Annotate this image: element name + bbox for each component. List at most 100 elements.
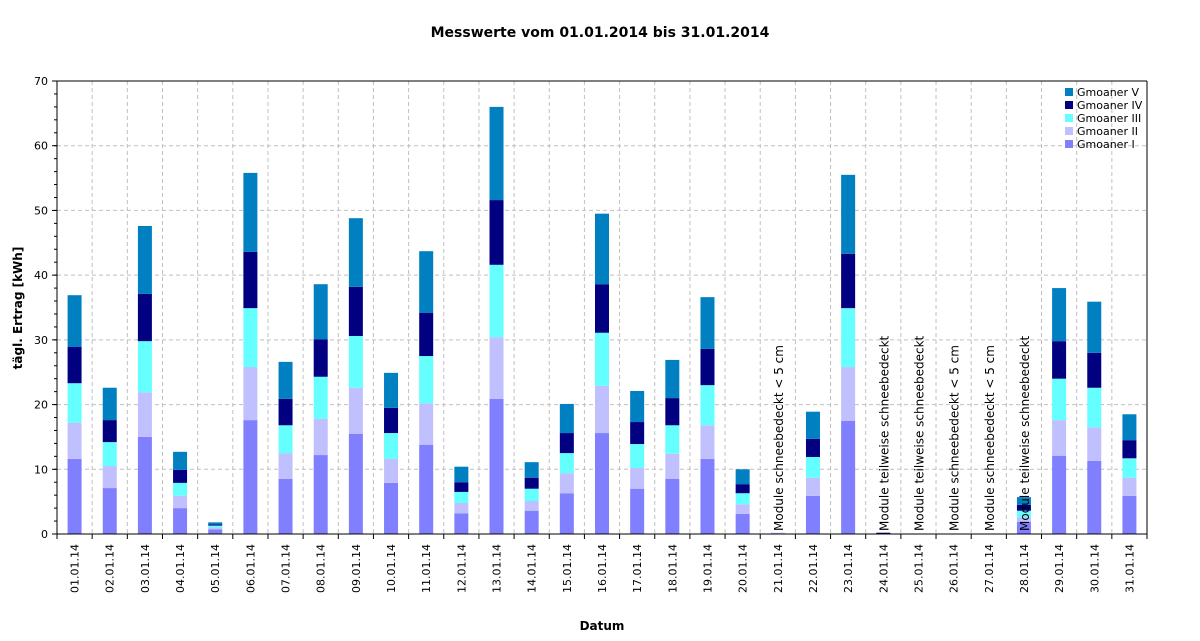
x-tick-label: 12.01.14 <box>455 544 468 593</box>
bar-segment-gmoaner-v <box>173 451 188 470</box>
bar-segment-gmoaner-i <box>1087 460 1102 534</box>
bar-segment-gmoaner-iii <box>559 453 574 474</box>
bar-segment-gmoaner-ii <box>348 387 363 434</box>
bar-segment-gmoaner-ii <box>700 425 715 459</box>
bar-segment-gmoaner-iv <box>559 433 574 454</box>
x-tick-label: 30.01.14 <box>1088 544 1101 593</box>
x-tick-label: 09.01.14 <box>350 544 363 593</box>
annotation-label: Module schneebedeckt < 5 cm <box>983 345 997 531</box>
bar-segment-gmoaner-ii <box>243 367 258 421</box>
bar-segment-gmoaner-iv <box>208 524 223 526</box>
bar-segment-gmoaner-iii <box>243 308 258 368</box>
bar-segment-gmoaner-iv <box>489 200 504 265</box>
y-tick-label: 50 <box>34 204 48 217</box>
chart-title: Messwerte vom 01.01.2014 bis 31.01.2014 <box>431 25 770 41</box>
bar-segment-gmoaner-v <box>665 359 680 399</box>
bar-segment-gmoaner-i <box>700 458 715 534</box>
annotation-label: Module teilweise schneebedeckt <box>912 335 926 531</box>
bar-segment-gmoaner-iv <box>665 398 680 426</box>
x-tick-label: 02.01.14 <box>104 544 117 593</box>
bar-segment-gmoaner-iv <box>876 532 891 534</box>
y-tick-label: 30 <box>34 334 48 347</box>
bar-segment-gmoaner-i <box>102 488 117 534</box>
bar-segment-gmoaner-iii <box>454 491 469 503</box>
bar-segment-gmoaner-v <box>278 361 293 399</box>
bar-segment-gmoaner-iv <box>700 348 715 386</box>
bar-segment-gmoaner-ii <box>841 367 856 421</box>
bar-segment-gmoaner-iv <box>1087 352 1102 388</box>
bar-segment-gmoaner-iii <box>278 425 293 454</box>
legend-swatch <box>1065 127 1073 135</box>
x-tick-label: 24.01.14 <box>877 544 890 593</box>
bar-segment-gmoaner-iv <box>102 420 117 443</box>
bar-segment-gmoaner-iii <box>1052 378 1067 421</box>
bar-segment-gmoaner-iii <box>137 341 152 393</box>
legend-swatch <box>1065 88 1073 96</box>
bar-segment-gmoaner-ii <box>595 385 609 434</box>
bar-segment-gmoaner-i <box>735 513 750 534</box>
bar-segment-gmoaner-ii <box>524 500 539 511</box>
bar-segment-gmoaner-i <box>208 529 223 534</box>
bar-segment-gmoaner-v <box>102 387 117 421</box>
bar-segment-gmoaner-iv <box>841 253 856 309</box>
bar-segment-gmoaner-v <box>1052 288 1067 342</box>
bar-segment-gmoaner-iii <box>630 444 645 468</box>
bar-segment-gmoaner-iii <box>841 308 856 368</box>
bar-segment-gmoaner-ii <box>419 403 434 445</box>
x-tick-label: 03.01.14 <box>139 544 152 593</box>
x-tick-label: 10.01.14 <box>385 544 398 593</box>
bar-segment-gmoaner-iii <box>665 425 680 454</box>
bar-segment-gmoaner-ii <box>102 466 117 489</box>
bar-segment-gmoaner-ii <box>137 392 152 437</box>
x-tick-label: 23.01.14 <box>842 544 855 593</box>
bar-segment-gmoaner-i <box>137 436 152 534</box>
annotation-label: Module schneebedeckt < 5 cm <box>772 345 786 531</box>
bar-segment-gmoaner-v <box>700 297 715 349</box>
bar-segment-gmoaner-i <box>595 433 609 534</box>
x-tick-label: 18.01.14 <box>666 544 679 593</box>
bar-segment-gmoaner-v <box>454 466 469 483</box>
bar-segment-gmoaner-i <box>559 493 574 534</box>
bar-segment-gmoaner-iii <box>1122 458 1137 478</box>
bar-segment-gmoaner-ii <box>313 418 328 456</box>
bar-segment-gmoaner-ii <box>278 453 293 479</box>
bar-segment-gmoaner-ii <box>630 467 645 489</box>
bar-segment-gmoaner-ii <box>1016 517 1031 522</box>
bar-segment-gmoaner-v <box>595 213 609 285</box>
bar-segment-gmoaner-ii <box>1122 477 1137 496</box>
bar-segment-gmoaner-iv <box>173 469 188 483</box>
bar-segment-gmoaner-iii <box>313 376 328 419</box>
bar-segment-gmoaner-i <box>1052 455 1067 534</box>
bar-segment-gmoaner-ii <box>665 453 680 479</box>
x-tick-label: 28.01.14 <box>1018 544 1031 593</box>
x-tick-label: 27.01.14 <box>983 544 996 593</box>
bar-segment-gmoaner-ii <box>735 504 750 514</box>
bar-segment-gmoaner-iii <box>348 335 363 388</box>
x-axis-label: Datum <box>580 619 625 633</box>
bar-segment-gmoaner-ii <box>173 495 188 509</box>
bar-segment-gmoaner-iv <box>419 312 434 357</box>
x-tick-label: 20.01.14 <box>737 544 750 593</box>
bar-segment-gmoaner-iv <box>1052 341 1067 379</box>
legend-swatch <box>1065 140 1073 148</box>
bar-segment-gmoaner-v <box>137 225 152 294</box>
bar-segment-gmoaner-iv <box>1122 440 1137 459</box>
bar-segment-gmoaner-iv <box>1016 504 1031 511</box>
bar-segment-gmoaner-i <box>489 398 504 534</box>
x-tick-label: 04.01.14 <box>174 544 187 593</box>
bar-segment-gmoaner-i <box>454 513 469 534</box>
bar-segment-gmoaner-iii <box>102 442 117 467</box>
legend-label: Gmoaner III <box>1077 112 1141 125</box>
bar-segment-gmoaner-iv <box>384 407 399 434</box>
legend-label: Gmoaner V <box>1077 86 1139 99</box>
bar-segment-gmoaner-iii <box>419 356 434 404</box>
bar-segment-gmoaner-i <box>278 478 293 534</box>
bar-segment-gmoaner-v <box>1087 301 1102 353</box>
x-tick-label: 11.01.14 <box>420 544 433 593</box>
bar-segment-gmoaner-iv <box>595 284 609 333</box>
bar-segment-gmoaner-v <box>630 390 645 423</box>
x-tick-label: 26.01.14 <box>948 544 961 593</box>
bar-segment-gmoaner-v <box>1016 497 1031 505</box>
bar-segment-gmoaner-iv <box>454 482 469 492</box>
